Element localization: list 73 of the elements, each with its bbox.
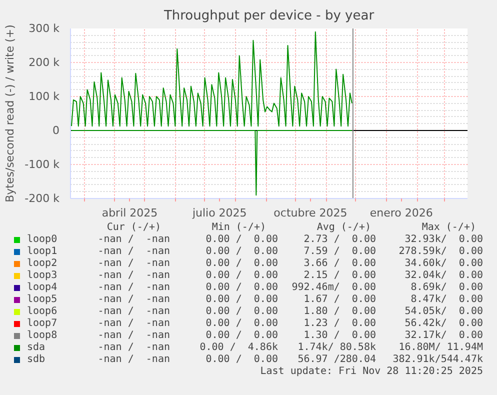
text: -nan / -nan: [98, 354, 170, 366]
text: 0.00 / 0.00: [206, 330, 278, 342]
text: 16.80M/ 11.94M: [398, 342, 483, 354]
text: 1.30 / 0.00: [304, 330, 376, 342]
legend-label: loop8: [27, 330, 58, 342]
x-tick-label: julio 2025: [191, 206, 247, 220]
legend-label: sda: [27, 342, 46, 354]
text: 0.00 / 0.00: [206, 270, 278, 282]
legend-label: loop4: [27, 282, 58, 294]
text: 32.93k/ 0.00: [404, 234, 483, 246]
text: 0.00 / 0.00: [206, 246, 278, 258]
legend-label: loop6: [27, 306, 58, 318]
text: 8.47k/ 0.00: [410, 294, 483, 306]
x-tick-label: octubre 2025: [274, 206, 348, 220]
text: Max (-/+): [422, 222, 476, 234]
text: -nan / -nan: [98, 270, 170, 282]
line-series: [70, 31, 352, 127]
text: 34.60k/ 0.00: [404, 258, 483, 270]
text: Cur (-/+): [106, 222, 161, 234]
text: -nan / -nan: [98, 342, 170, 354]
text: 2.73 / 0.00: [304, 234, 376, 246]
text: 0.00 / 0.00: [206, 234, 278, 246]
text: 992.46m/ 0.00: [292, 282, 376, 294]
text: 382.91k/544.47k: [392, 354, 483, 366]
legend-label: loop0: [27, 234, 58, 246]
text: 1.74k/ 80.58k: [298, 342, 376, 354]
text: 56.42k/ 0.00: [404, 318, 483, 330]
text: 0.00 / 0.00: [206, 258, 278, 270]
y-tick-label: -100 k: [24, 158, 60, 171]
text: 1.23 / 0.00: [304, 318, 376, 330]
x-tick-label: abril 2025: [102, 206, 158, 220]
text: -nan / -nan: [98, 294, 170, 306]
text: 0.00 / 4.86k: [200, 342, 278, 354]
text: Min (-/+): [212, 222, 266, 234]
text: 1.67 / 0.00: [304, 294, 376, 306]
y-tick-label: 200 k: [28, 56, 60, 69]
text: -nan / -nan: [98, 246, 170, 258]
text: 54.05k/ 0.00: [404, 306, 483, 318]
text: 1.80 / 0.00: [304, 306, 376, 318]
text: 7.59 / 0.00: [304, 246, 376, 258]
text: 278.59k/ 0.00: [398, 246, 483, 258]
text: 32.04k/ 0.00: [404, 270, 483, 282]
text: 32.17k/ 0.00: [404, 330, 483, 342]
text: 0.00 / 0.00: [206, 318, 278, 330]
text: -nan / -nan: [98, 234, 170, 246]
text: 3.66 / 0.00: [304, 258, 376, 270]
text: 56.97 /280.04: [298, 354, 376, 366]
x-tick-label: enero 2026: [370, 206, 433, 220]
text: 0.00 / 0.00: [206, 294, 278, 306]
text: 0.00 / 0.00: [206, 282, 278, 294]
text: 0.00 / 0.00: [206, 306, 278, 318]
legend-label: loop1: [27, 246, 58, 258]
text: -nan / -nan: [98, 258, 170, 270]
text: -nan / -nan: [98, 318, 170, 330]
legend-label: loop5: [27, 294, 58, 306]
text: 2.15 / 0.00: [304, 270, 376, 282]
text: Avg (-/+): [316, 222, 371, 234]
text: -nan / -nan: [98, 282, 170, 294]
legend-label: sdb: [27, 354, 46, 366]
y-axis-title: Bytes/second read (-) / write (+): [4, 24, 17, 202]
y-tick-label: 0: [52, 124, 60, 137]
y-tick-label: 300 k: [28, 22, 60, 35]
text: 8.69k/ 0.00: [410, 282, 483, 294]
text: -nan / -nan: [98, 330, 170, 342]
text: -nan / -nan: [98, 306, 170, 318]
y-tick-label: 100 k: [28, 90, 60, 103]
text: Last update: Fri Nov 28 11:20:25 2025: [260, 366, 483, 378]
legend-label: loop2: [27, 258, 58, 270]
legend-label: loop7: [27, 318, 58, 330]
legend-label: loop3: [27, 270, 58, 282]
text: 0.00 / 0.00: [206, 354, 278, 366]
chart-title: Throughput per device - by year: [162, 8, 375, 24]
y-tick-label: -200 k: [24, 192, 60, 205]
